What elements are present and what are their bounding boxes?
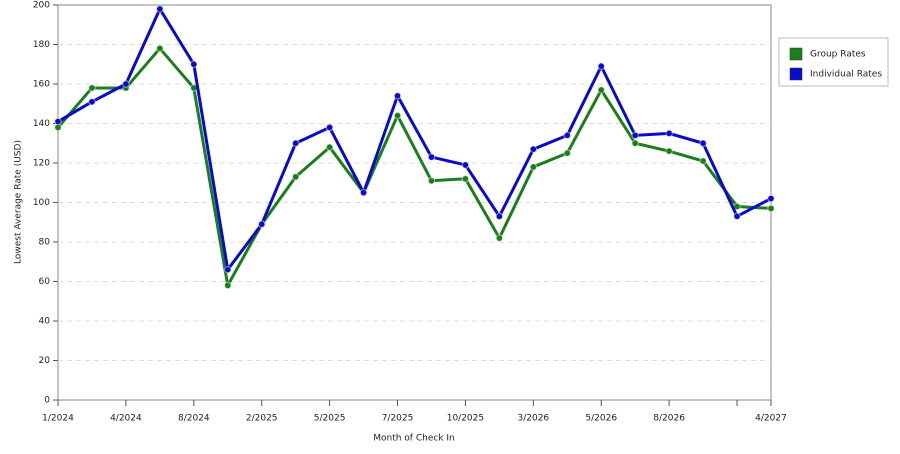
point [767, 194, 775, 203]
x-tick-label: 8/2026 [653, 414, 685, 424]
point [767, 204, 775, 213]
point [665, 147, 673, 155]
point [224, 281, 232, 290]
y-tick-label: 160 [33, 80, 50, 90]
point [461, 175, 470, 183]
point [156, 5, 164, 13]
point [597, 62, 605, 70]
point [156, 44, 164, 53]
x-tick-label: 7/2025 [382, 414, 414, 424]
x-tick-label: 4/2024 [110, 414, 142, 424]
point [88, 84, 96, 92]
x-tick-label: 3/2026 [517, 414, 549, 424]
point [224, 265, 232, 274]
point [563, 149, 571, 157]
y-axis-label: Lowest Average Rate (USD) [14, 140, 24, 264]
legend-swatch [789, 67, 803, 81]
y-tick-label: 80 [39, 238, 51, 248]
point [88, 98, 96, 106]
point [733, 212, 741, 221]
point [393, 92, 402, 100]
point [631, 131, 639, 140]
point [122, 80, 130, 88]
y-tick-label: 180 [33, 40, 50, 50]
point [427, 177, 436, 185]
point [495, 234, 504, 242]
point [529, 163, 538, 171]
point [665, 129, 673, 138]
y-tick-label: 20 [39, 356, 51, 366]
point [529, 145, 538, 153]
x-tick-label: 8/2024 [178, 414, 210, 424]
y-tick-label: 200 [33, 1, 50, 11]
series-line [56, 46, 772, 287]
x-tick-label: 5/2026 [585, 414, 617, 424]
y-tick-label: 120 [33, 159, 50, 169]
y-tick-label: 60 [39, 277, 51, 287]
legend-swatch [789, 47, 803, 61]
point [427, 153, 436, 161]
point [495, 212, 504, 221]
legend-label: Group Rates [810, 50, 866, 60]
x-tick-label: 2/2025 [246, 414, 278, 424]
y-tick-label: 140 [33, 119, 50, 129]
point [563, 131, 571, 140]
point [699, 157, 707, 165]
legend-label: Individual Rates [810, 70, 882, 80]
point [54, 117, 62, 126]
point [291, 173, 300, 181]
point [393, 111, 402, 120]
y-tick-label: 0 [44, 396, 50, 406]
point [631, 139, 639, 147]
x-axis-label: Month of Check In [373, 434, 455, 444]
y-tick-label: 100 [33, 198, 50, 208]
x-tick-label: 4/2027 [755, 414, 787, 424]
point [258, 220, 266, 228]
series-line [57, 7, 772, 272]
x-tick-label: 10/2025 [447, 414, 484, 424]
point [359, 188, 368, 197]
point [597, 86, 605, 94]
point [291, 139, 300, 147]
point [325, 123, 334, 132]
y-tick-label: 40 [39, 317, 51, 327]
point [461, 161, 470, 169]
point [699, 139, 707, 147]
point [190, 60, 198, 68]
x-tick-label: 5/2025 [314, 414, 346, 424]
point [325, 143, 334, 151]
x-tick-label: 1/2024 [42, 414, 74, 424]
